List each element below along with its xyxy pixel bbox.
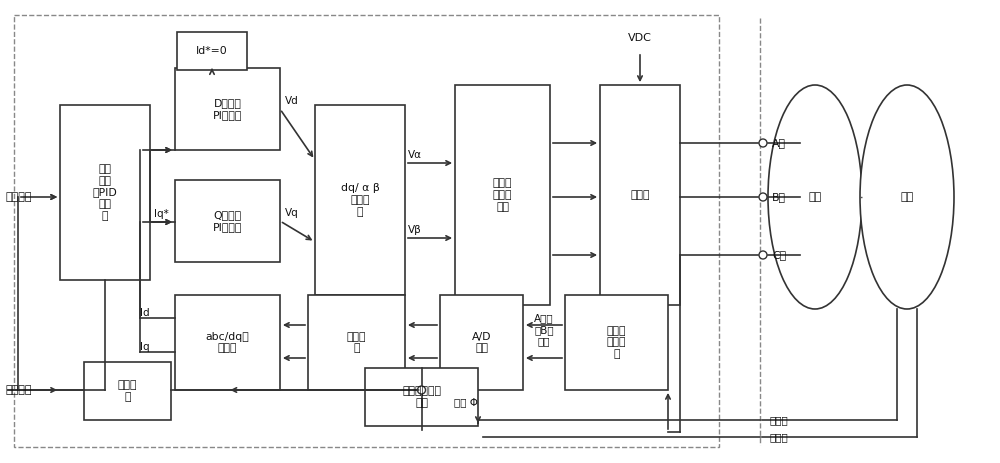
Text: Vq: Vq [285,208,299,218]
Text: 转速处
理: 转速处 理 [118,380,137,402]
Bar [308,295,405,390]
Text: 旋变: 旋变 [900,192,914,202]
Circle shape [759,139,767,147]
Text: abc/dq坐
标转换: abc/dq坐 标转换 [206,332,249,353]
Text: D轴电流
PI调节器: D轴电流 PI调节器 [213,98,242,120]
Circle shape [759,251,767,259]
Text: 转速
自适
应PID
调节
器: 转速 自适 应PID 调节 器 [93,164,117,221]
Bar [600,85,680,305]
Ellipse shape [860,85,954,309]
Text: dq/ α β
坐标转
换: dq/ α β 坐标转 换 [341,183,379,217]
Text: Q轴电流
PI调节器: Q轴电流 PI调节器 [213,210,242,232]
Text: 谐波补
偿: 谐波补 偿 [347,332,366,353]
Text: 双通道轴角编
码器: 双通道轴角编 码器 [402,386,441,408]
Text: Vα: Vα [408,150,422,160]
Bar [175,68,280,150]
Text: A相: A相 [772,138,786,148]
Bar [177,32,247,70]
Text: Iq: Iq [140,342,150,352]
Text: VDC: VDC [628,33,652,43]
Text: 实际转速: 实际转速 [5,385,32,395]
Text: Vβ: Vβ [408,225,422,235]
Text: A相电
流B相
电流: A相电 流B相 电流 [534,313,554,347]
Circle shape [759,193,767,201]
Text: 霍尔电
流传感
器: 霍尔电 流传感 器 [607,326,626,359]
Bar [440,295,523,390]
Bar [175,295,280,390]
Text: 角度 Φ: 角度 Φ [454,397,479,407]
Text: A/D
采集: A/D 采集 [472,332,491,353]
Bar [365,368,478,426]
Text: Id: Id [140,308,150,318]
Text: 精通道: 精通道 [770,432,789,442]
Circle shape [418,386,426,394]
Text: C相: C相 [772,250,786,260]
Text: Vd: Vd [285,96,299,106]
Bar [565,295,668,390]
Text: 电机: 电机 [808,192,822,202]
Bar [455,85,550,305]
Bar [315,105,405,295]
Ellipse shape [768,85,862,309]
Text: 逆变器: 逆变器 [630,190,650,200]
Bar [60,105,150,280]
Text: Id*=0: Id*=0 [196,46,228,56]
Bar [175,180,280,262]
Text: B相: B相 [772,192,786,202]
Text: 额定转速: 额定转速 [5,192,32,202]
Text: 空间电
压矢量
模型: 空间电 压矢量 模型 [493,178,512,212]
Text: Iq*: Iq* [154,209,169,219]
Bar [14,15,719,447]
Bar [84,362,171,420]
Text: 粗通道: 粗通道 [770,415,789,425]
